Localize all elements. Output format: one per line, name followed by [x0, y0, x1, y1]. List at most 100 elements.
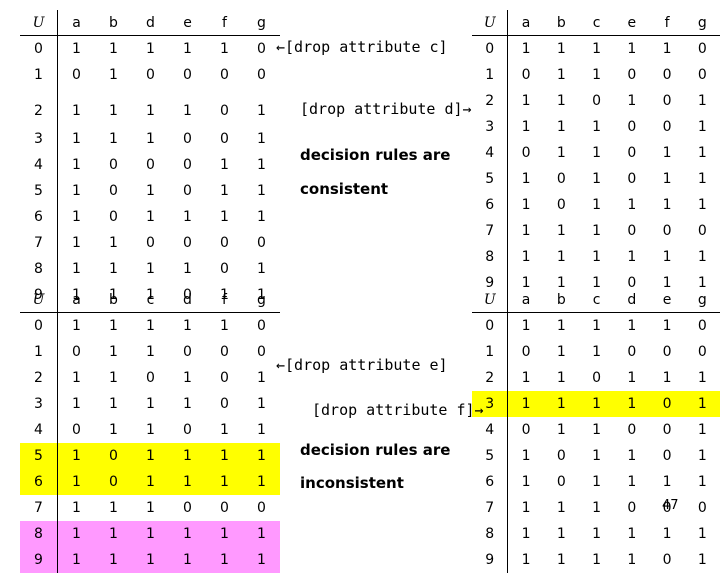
table-cell: 1	[95, 521, 132, 547]
table-cell: 6	[472, 192, 509, 218]
table-cell: 1	[57, 521, 95, 547]
table-cell: 1	[697, 552, 707, 568]
table-cell: 0	[592, 93, 602, 109]
table-cell: 1	[662, 145, 672, 161]
table-cell: 8	[20, 521, 58, 547]
table-cell: 0	[556, 197, 566, 213]
table-cell: 1	[662, 197, 672, 213]
table-cell: 9	[472, 547, 509, 573]
table-cell: 1	[697, 249, 707, 265]
table-cell: 1	[556, 552, 566, 568]
table-cell: 1	[220, 209, 229, 225]
table-cell: 0	[662, 223, 672, 239]
table-cell: 1	[183, 103, 192, 119]
table-cell: 1	[556, 41, 566, 57]
table-cell: 1	[521, 249, 531, 265]
table-cell: 7	[20, 230, 58, 256]
table-cell: 9	[20, 547, 58, 573]
table-cell: 1	[183, 41, 192, 57]
table-cell: 5	[20, 178, 58, 204]
table-cell: 0	[697, 344, 707, 360]
column-header: g	[243, 287, 280, 313]
table-cell: 1	[627, 93, 637, 109]
table-cell: 1	[220, 41, 229, 57]
table-cell: 1	[220, 318, 229, 334]
table-cell: 0	[627, 67, 637, 83]
table-cell: 0	[627, 422, 637, 438]
table-cell: 0	[72, 422, 81, 438]
table-cell: 1	[72, 131, 81, 147]
table-cell: 0	[521, 145, 531, 161]
table-cell: 1	[206, 443, 243, 469]
table-cell: 0	[662, 119, 672, 135]
table-cell: 1	[662, 171, 672, 187]
column-header: g	[243, 10, 280, 36]
table-cell: 0	[627, 145, 637, 161]
table-cell: 1	[697, 448, 707, 464]
table-cell: 1	[146, 318, 155, 334]
table-cell: 0	[627, 223, 637, 239]
table-cell: 1	[521, 41, 531, 57]
table-cell: 1	[20, 339, 58, 365]
column-header: e	[169, 10, 206, 36]
table-cell: 0	[556, 171, 566, 187]
table-cell: 1	[72, 500, 81, 516]
table-cell: 1	[521, 275, 531, 291]
table-cell: 1	[627, 526, 637, 542]
table-cell: 1	[72, 209, 81, 225]
table-cell: 1	[556, 370, 566, 386]
table-cell: 1	[662, 370, 672, 386]
table-cell: 1	[257, 261, 266, 277]
table-cell: 1	[556, 500, 566, 516]
table-cell: 1	[146, 41, 155, 57]
note-drop-attribute-e: ←[drop attribute e]	[276, 356, 448, 374]
table-cell: 0	[146, 235, 155, 251]
table-cell: 1	[592, 171, 602, 187]
table-cell: 1	[109, 318, 118, 334]
table-cell: 1	[592, 197, 602, 213]
column-header: c	[578, 10, 615, 36]
table-cell: 0	[20, 312, 58, 339]
table-cell: 1	[243, 469, 280, 495]
table-cell: 0	[183, 157, 192, 173]
table-cell: 0	[220, 396, 229, 412]
table-cell: 0	[662, 448, 672, 464]
table-cell: 1	[72, 261, 81, 277]
table-cell: 0	[662, 500, 672, 516]
table-cell: 7	[472, 218, 509, 244]
table-cell: 0	[627, 500, 637, 516]
table-cell: 0	[95, 469, 132, 495]
table-cell: 1	[109, 261, 118, 277]
table-cell: 1	[697, 93, 707, 109]
table-cell: 0	[183, 422, 192, 438]
table-cell: 1	[146, 103, 155, 119]
column-header: b	[543, 10, 579, 36]
table-cell: 1	[592, 145, 602, 161]
table-cell: 1	[521, 474, 531, 490]
table-cell: 1	[556, 526, 566, 542]
table-cell: 1	[697, 370, 707, 386]
table-cell: 1	[183, 318, 192, 334]
table-cell: 0	[183, 183, 192, 199]
table-cell: 1	[592, 318, 602, 334]
table-cell: 1	[556, 145, 566, 161]
table-cell: 1	[662, 526, 672, 542]
table-cell: 1	[521, 223, 531, 239]
column-header: g	[684, 287, 720, 313]
table-cell: 8	[472, 521, 509, 547]
